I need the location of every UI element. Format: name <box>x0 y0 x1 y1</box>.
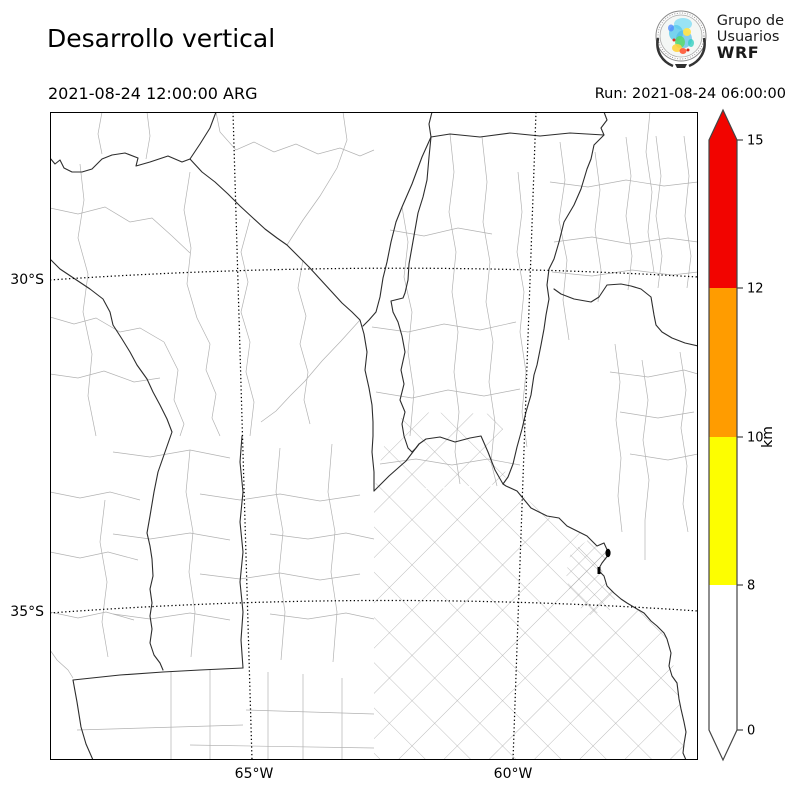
logo-line-3: WRF <box>716 42 760 62</box>
buenos-aires-city-marker <box>597 548 611 574</box>
colorbar: 15 12 10 8 0 km <box>700 100 800 780</box>
colorbar-canvas: 15 12 10 8 0 km <box>708 108 776 762</box>
figure-title: Desarrollo vertical <box>47 24 276 53</box>
gridline-60W <box>512 112 537 760</box>
colorbar-tick-labels: 15 12 10 8 0 <box>747 134 764 739</box>
lon-label-60W: 60°W <box>493 766 533 782</box>
colorbar-band-10-12 <box>709 288 737 437</box>
colorbar-tick-10: 10 <box>747 431 764 446</box>
map-frame <box>50 112 698 760</box>
colorbar-tick-8: 8 <box>747 579 755 594</box>
gridline-35S <box>50 599 698 614</box>
colorbar-unit-label: km <box>760 426 776 448</box>
wrf-logo-globe-icon <box>655 10 707 68</box>
gridline-30S <box>50 267 698 281</box>
logo-line-2: Usuarios <box>716 28 780 45</box>
map-canvas <box>50 112 698 760</box>
colorbar-tick-12: 12 <box>747 282 764 297</box>
colorbar-band-8-10 <box>709 437 737 585</box>
colorbar-band-0-8 <box>709 585 737 730</box>
colorbar-tick-15: 15 <box>747 134 764 149</box>
map-panel <box>50 112 698 760</box>
colorbar-band-12-15 <box>709 140 737 288</box>
graticule <box>50 112 698 760</box>
colorbar-ticks <box>737 139 743 731</box>
colorbar-under-arrow <box>709 730 737 760</box>
province-boundaries <box>50 112 698 760</box>
valid-time-label: 2021-08-24 12:00:00 ARG <box>48 84 258 103</box>
run-time-label: Run: 2021-08-24 06:00:00 <box>594 86 786 102</box>
logo-line-1: Grupo de <box>716 13 784 30</box>
colorbar-over-arrow <box>709 110 737 140</box>
lat-label-35S: 35°S <box>10 604 44 620</box>
department-boundaries <box>50 112 698 760</box>
wrf-logo-text: Grupo de Usuarios WRF <box>716 13 784 62</box>
gridline-65W <box>232 112 253 760</box>
colorbar-tick-0: 0 <box>747 724 755 739</box>
lon-label-65W: 65°W <box>234 766 274 782</box>
wrf-users-group-logo: Grupo de Usuarios WRF <box>652 8 784 68</box>
lat-label-30S: 30°S <box>10 272 44 288</box>
